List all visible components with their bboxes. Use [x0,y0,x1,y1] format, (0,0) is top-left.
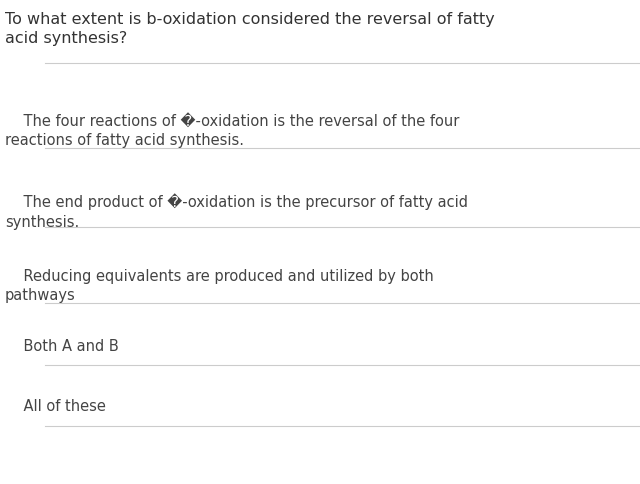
Text: The four reactions of �-oxidation is the reversal of the four
reactions of fatty: The four reactions of �-oxidation is the… [5,114,460,148]
Text: Both A and B: Both A and B [5,339,119,354]
Text: Reducing equivalents are produced and utilized by both
pathways: Reducing equivalents are produced and ut… [5,269,434,303]
Text: All of these: All of these [5,399,106,414]
Text: To what extent is b-oxidation considered the reversal of fatty
acid synthesis?: To what extent is b-oxidation considered… [5,12,495,46]
Text: The end product of �-oxidation is the precursor of fatty acid
synthesis.: The end product of �-oxidation is the pr… [5,194,468,229]
